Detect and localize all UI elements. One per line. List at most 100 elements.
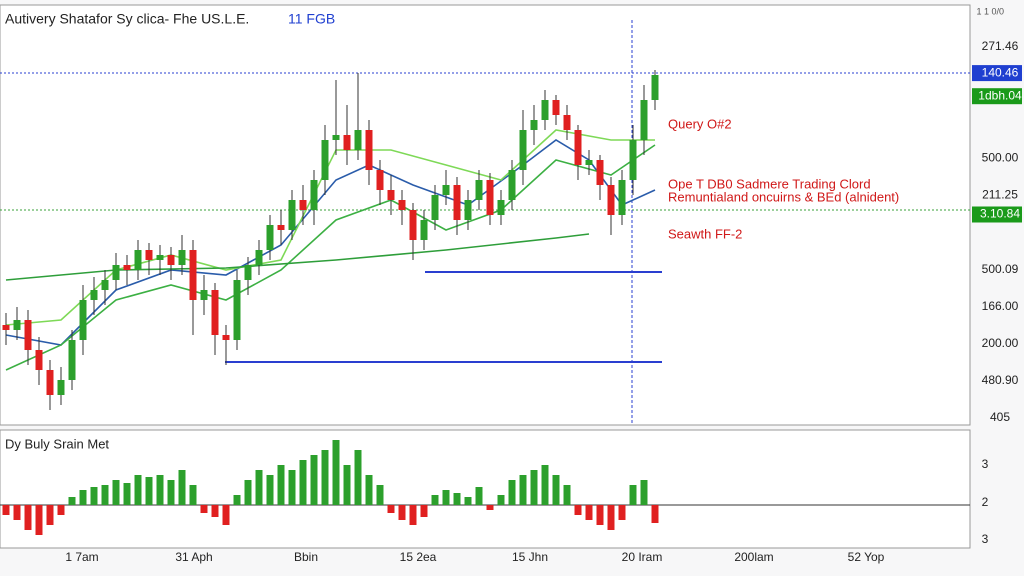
candle-body — [288, 200, 296, 230]
histogram-bar — [90, 487, 98, 505]
histogram-bar — [398, 505, 406, 520]
price-label: 140.46 — [982, 65, 1019, 79]
histogram-bar — [420, 505, 428, 517]
histogram-bar — [629, 485, 637, 505]
candle-body — [475, 180, 483, 200]
candle-body — [222, 335, 230, 340]
candle-body — [651, 75, 659, 100]
candle-body — [35, 350, 43, 370]
price-label: 166.00 — [982, 299, 1019, 313]
annotation: Seawth FF-2 — [668, 226, 742, 241]
candle-body — [156, 255, 164, 260]
x-label: 15 2ea — [400, 550, 437, 564]
histogram-bar — [332, 440, 340, 505]
histogram-bar — [475, 487, 483, 505]
moving-average — [5, 144, 656, 371]
histogram-bar — [563, 485, 571, 505]
candle-body — [332, 135, 340, 140]
price-label: 500.00 — [982, 150, 1019, 164]
histogram-bar — [35, 505, 43, 535]
histogram-bar — [178, 470, 186, 505]
histogram-bar — [13, 505, 21, 520]
histogram-bar — [453, 493, 461, 505]
candle-body — [310, 180, 318, 210]
histogram-bar — [222, 505, 230, 525]
candle-body — [46, 370, 54, 395]
histogram-bar — [112, 480, 120, 505]
candle-body — [266, 225, 274, 250]
annotation: Query O#2 — [668, 116, 732, 131]
candle-body — [618, 180, 626, 215]
candle-body — [585, 160, 593, 165]
histogram-bar — [618, 505, 626, 520]
histogram-bar — [442, 490, 450, 505]
candle-body — [629, 140, 637, 180]
candle-body — [24, 320, 32, 350]
price-label: 200.00 — [982, 336, 1019, 350]
price-label: 1dbh.04 — [978, 88, 1022, 102]
histogram-bar — [497, 495, 505, 505]
candle-body — [233, 280, 241, 340]
candle-body — [101, 280, 109, 290]
histogram-bar — [464, 497, 472, 505]
histogram-bar — [541, 465, 549, 505]
candle-body — [200, 290, 208, 300]
histogram-bar — [640, 480, 648, 505]
panel-title: Dy Buly Srain Met — [5, 436, 109, 451]
candle-body — [420, 220, 428, 240]
histogram-bar — [57, 505, 65, 515]
price-label-box — [972, 65, 1022, 82]
chart-title-suffix: 11 FGB — [288, 11, 335, 27]
histogram-bar — [2, 505, 10, 515]
candle-body — [563, 115, 571, 130]
histogram-bar — [387, 505, 395, 513]
candle-body — [167, 255, 175, 265]
candle-body — [541, 100, 549, 120]
price-label: 500.09 — [982, 262, 1019, 276]
price-label-box — [972, 206, 1022, 223]
price-label: 211.25 — [982, 188, 1018, 202]
chart-title: Autivery Shatafor Sy clica- Fhe US.L.E. — [5, 11, 249, 27]
price-label: 405 — [990, 410, 1010, 424]
candle-body — [387, 190, 395, 200]
candle-body — [2, 325, 10, 330]
histogram-bar — [651, 505, 659, 523]
candle-body — [530, 120, 538, 130]
candle-body — [189, 250, 197, 300]
candle-body — [134, 250, 142, 270]
histogram-bar — [585, 505, 593, 520]
annotation: Ope T DB0 Sadmere Trading Clord — [668, 176, 871, 191]
histogram-bar — [101, 485, 109, 505]
histogram-bar — [46, 505, 54, 525]
histogram-bar — [167, 480, 175, 505]
candle-body — [607, 185, 615, 215]
histogram-bar — [277, 465, 285, 505]
histogram-bar — [233, 495, 241, 505]
candle-body — [299, 200, 307, 210]
candle-body — [508, 170, 516, 200]
candle-body — [123, 265, 131, 270]
candle-body — [453, 185, 461, 220]
candle-body — [244, 265, 252, 280]
x-label: 1 7am — [65, 550, 98, 564]
histogram-bar — [255, 470, 263, 505]
candle-body — [354, 130, 362, 150]
candle-body — [376, 170, 384, 190]
indicator-panel — [0, 429, 971, 549]
histogram-bar — [24, 505, 32, 530]
candle-body — [79, 300, 87, 340]
histogram-bar — [508, 480, 516, 505]
histogram-bar — [596, 505, 604, 525]
histogram-bar — [156, 475, 164, 505]
x-label: 15 Jhn — [512, 550, 548, 564]
histogram-bar — [310, 455, 318, 505]
candle-body — [145, 250, 153, 260]
candle-body — [519, 130, 527, 170]
histogram-bar — [376, 485, 384, 505]
candle-body — [464, 200, 472, 220]
histogram-bar — [134, 475, 142, 505]
candle-body — [13, 320, 21, 330]
candle-body — [211, 290, 219, 335]
histogram-bar — [79, 490, 87, 505]
